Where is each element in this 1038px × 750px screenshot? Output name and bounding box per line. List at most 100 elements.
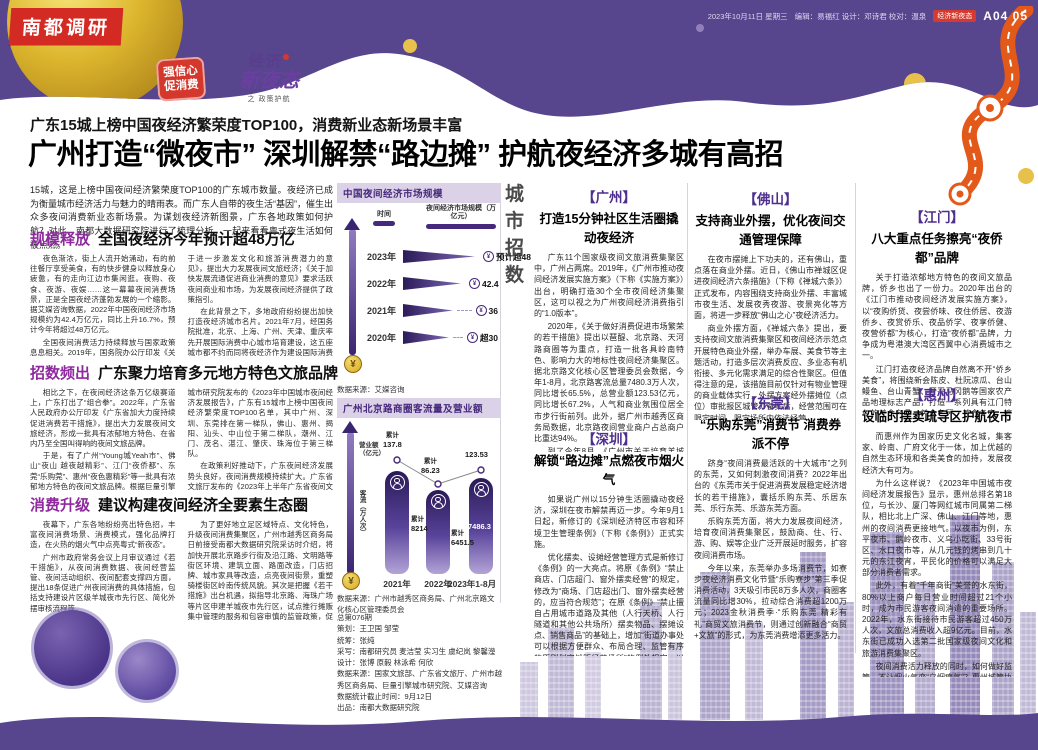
leader-line — [457, 310, 472, 311]
section-title: 建议构建夜间经济全要素生态圈 — [98, 497, 309, 514]
year-label: 2022年 — [367, 279, 397, 289]
credits-line: 策划：王卫国 邹莹 — [337, 624, 400, 634]
decorative-circle-icon — [34, 610, 110, 686]
body-paragraph: 为了更好地立足区域特点、文化特色，升级夜间消费集聚区，广州市越秀区商务局日前接受… — [187, 520, 334, 621]
route-stop-dot-icon — [956, 190, 964, 198]
stamp-line2: 促消费 — [163, 78, 200, 94]
chart-market-size: 中国夜间经济市场规模 ¥ 时间 夜间经济市场规模（万亿元） 2023年 ¥ 预计… — [337, 183, 531, 396]
body-paragraph: 在政策利好推动下，广东夜间经济发展势头良好，夜间消费规模持续扩大。广东省文旅厅发… — [187, 461, 334, 491]
section-upgrade: 消费升级 建议构建夜间经济全要素生态圈 夜幕下，广东各地纷纷亮出特色招，丰富夜间… — [30, 494, 333, 632]
city-paragraph: 优化摆卖、设摊经营管理方式是新修订《条例》的一大亮点。将原《条例》“禁止商店、门… — [534, 552, 684, 656]
page-number: A04 05 — [983, 9, 1028, 23]
year-label: 2021年 — [367, 306, 397, 316]
chart-beijing-road: 广州北京路商圈客流量及营业额 ¥ 营业额（亿元） 客流（万人次） 累计 137.… — [337, 398, 500, 615]
route-road — [952, 6, 1034, 202]
section-body: 夜幕下，广东各地纷纷亮出特色招，丰富夜间消费场景、消费模式，强化品牌打造，在火热… — [30, 520, 333, 632]
bar — [403, 331, 449, 344]
credits-line: 采写：南都研究员 麦洁莹 实习生 虞纪岚 黎馨瀅 — [337, 646, 496, 656]
chart-rows: 2023年 ¥ 预计超48 2022年 ¥ 42.4 2021年 — [367, 243, 531, 351]
city-paragraph: 江门打造夜经济品牌自然离不开“侨乡美食”，将围绕新会陈皮、杜阮凉瓜、台山鳗鱼、台… — [862, 364, 1012, 415]
city-tag: 【广州】 — [582, 190, 636, 205]
city-tag: 【东莞】 — [743, 396, 798, 411]
section-heading: 规模释放 全国夜经济今年预计超48万亿 — [30, 228, 333, 249]
city-paragraph: 此外，有着“千年商街”美誉的水东街，80%以上商户每日营业时间超过21个小时，成… — [862, 581, 1012, 658]
city-section-huizhou: 【惠州】 设临时摆卖疏导区护航夜市 而惠州作为国家历史文化名城，集客家、岭南、广… — [862, 384, 1012, 677]
topline-staff: 编辑：易福红 设计：邓诗君 校对：温泉 — [794, 11, 927, 21]
credits-line: 数据统计截止时间：9月12日 — [337, 691, 433, 701]
section-body: 相比之下，在夜间经济这条万亿级赛道上，广东打出了“组合拳”。2022年，广东省人… — [30, 388, 333, 494]
yuan-mini-icon: ¥ — [469, 278, 480, 289]
traffic-bar-2023 — [469, 478, 493, 574]
series-logo-word1: 经济 — [248, 53, 283, 70]
bar — [403, 250, 475, 263]
body-paragraph: 在此背景之下，多地政府纷纷提出加快打造夜经济城市名片。2021年7月，经国务院批… — [187, 306, 334, 357]
city-paragraph: 在夜市摆摊上下功夫的，还有佛山，重点落在商业外摆。近日，《佛山市禅城区促进夜间经… — [694, 255, 847, 320]
traffic-label: 7486.3 — [468, 522, 491, 531]
series-logo-subtitle: 之 政策护航 — [247, 96, 291, 103]
chart-row: 2020年 ¥ 超30 — [367, 324, 498, 351]
leader-line — [453, 337, 464, 338]
city-paragraph: 如果说广州以15分钟生活圈撬动夜经济，深圳在夜市解禁再迈一步。今年9月1日起，新… — [534, 495, 684, 549]
revenue-label: 累计 137.8 — [383, 432, 402, 449]
traffic-bar-2022 — [426, 490, 450, 574]
city-paragraph: 而惠州作为国家历史文化名城，集客家、岭南、广府文化于一体，加上优越的自然生态环境… — [862, 432, 1012, 475]
series-logo: 经济 新夜态 之 政策护航 — [214, 50, 324, 104]
revenue-label: 累计 86.23 — [421, 458, 440, 475]
city-title: 支持商业外摆，优化夜间交通管理保障 — [695, 214, 846, 247]
data-point-icon — [477, 466, 485, 474]
traffic-axis-label: 客流（万人次） — [358, 490, 366, 536]
yuan-coin-icon: ¥ — [342, 572, 360, 590]
city-paragraph: 到了今年8月，《广州市关于培育羊城夜市先行区助力国际消费中心城市建设的若干措施》… — [547, 447, 684, 452]
data-point-icon — [434, 480, 442, 488]
band-underlay-wave — [0, 721, 1038, 750]
person-icon — [430, 494, 446, 509]
column-divider — [855, 183, 856, 653]
chart-body: ¥ 时间 夜间经济市场规模（万亿元） 2023年 ¥ 预计超48 2022年 — [337, 203, 531, 381]
city-paragraph: 为什么这样说？《2023年中国城市夜间经济发展报告》显示，惠州总排名第18位，与… — [862, 478, 1012, 578]
city-section-jiangmen: 【江门】 八大重点任务擦亮“夜侨都”品牌 关于打造浓郁地方特色的夜间文旅品牌，侨… — [862, 206, 1012, 414]
rail-char: 城 — [505, 184, 525, 205]
city-body: 在夜市摆摊上下功夫的，还有佛山，重点落在商业外摆。近日，《佛山市禅城区促进夜间经… — [694, 254, 847, 420]
city-paragraph: 跻身“夜间消费最活跃的十大城市”之列的东莞，又如何刺激夜间消费？2022年出台的… — [694, 459, 847, 513]
city-title: 打造15分钟社区生活圈撬动夜经济 — [539, 212, 679, 245]
city-tag: 【江门】 — [910, 210, 964, 225]
building-shape — [520, 662, 538, 720]
chart-body: ¥ 营业额（亿元） 客流（万人次） 累计 137.8 累计 86.23 123.… — [337, 418, 500, 590]
intro-paragraph: 15城，这是上榜中国夜间经济繁荣度TOP100的广东城市数量。夜经济已成为衡量城… — [30, 185, 333, 250]
city-title: 解锁“路边摊”点燃夜市烟火气 — [534, 454, 685, 487]
body-paragraph: 广州市政府常务会议上月审议通过《若干措施》，从夜间消费数据、夜间经营监管、夜间活… — [30, 552, 176, 613]
city-rail-label: 城 市 招 数 — [505, 184, 524, 286]
year-label: 2023年1-8月 — [447, 579, 497, 589]
city-tag: 【佛山】 — [743, 192, 798, 207]
city-paragraph: 2020年，《关于做好消费促进市场繁荣的若干措施》提出以琶醍、北京路、天河路商圈… — [534, 322, 684, 443]
chart-title: 中国夜间经济市场规模 — [337, 183, 500, 203]
topline-date: 2023年10月11日 星期三 — [707, 11, 788, 21]
city-body: 跻身“夜间消费最活跃的十大城市”之列的东莞，又如何刺激夜间消费？2022年出台的… — [694, 458, 847, 640]
value-label: 预计超48 — [496, 251, 531, 262]
city-paragraph: 夜间消费活力释放的同时，如何做好监管，不让烟火气变“乌烟瘴气”？惠州城管执法局市… — [862, 661, 1012, 677]
city-paragraph: 关于打造浓郁地方特色的夜间文旅品牌，侨乡也出了一份力。2020年出台的《江门市推… — [862, 273, 1012, 361]
body-paragraph: 全国夜间消费活力持续释放与国家政策息息相关。2019年，国务院办公厅印发《关于进… — [30, 254, 333, 357]
city-tag: 【深圳】 — [582, 432, 636, 447]
city-title: 八大重点任务擦亮“夜侨都”品牌 — [871, 232, 1003, 265]
year-label: 2023年 — [367, 252, 397, 262]
value-label: 42.4 — [482, 278, 499, 289]
city-paragraph: 今年以来，东莞举办多场消费节，如寮步夜经济消费文化节暨“乐购寮步”第三季促消费活… — [694, 563, 847, 640]
revenue-label: 123.53 — [465, 450, 488, 459]
section-body: 夜色渐浓，街上人流开始涌动，有的前往餐厅享受美食，有的快步健身以释放身心疲惫，有… — [30, 254, 333, 362]
source-note: 数据来源：艾媒咨询 — [337, 385, 405, 394]
gold-dot-icon — [904, 73, 926, 95]
section-title: 广东聚力培育多元地方特色文旅品牌 — [98, 365, 339, 382]
night-route-illustration — [948, 6, 1034, 206]
confidence-stamp-badge: 强信心 促消费 — [155, 56, 207, 102]
chart-row: 2021年 ¥ 36 — [367, 297, 498, 324]
traffic-bar-2021 — [385, 471, 409, 574]
section-heading: 消费升级 建议构建夜间经济全要素生态圈 — [30, 494, 333, 515]
bar — [403, 277, 461, 290]
revenue-axis-label: 营业额（亿元） — [359, 442, 385, 458]
rail-char: 市 — [505, 210, 525, 232]
column-divider — [687, 183, 688, 620]
city-body: 而惠州作为国家历史文化名城，集客家、岭南、广府文化于一体，加上优越的自然生态环境… — [862, 431, 1012, 677]
bottom-band — [0, 713, 1038, 750]
